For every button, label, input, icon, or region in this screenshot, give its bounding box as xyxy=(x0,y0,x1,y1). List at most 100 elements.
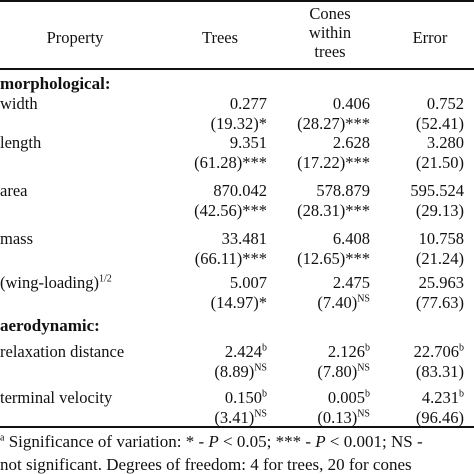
value-cones: 0.406 xyxy=(333,95,370,113)
value-error: 25.963 xyxy=(419,274,464,292)
footnote-text-b: < 0.05; *** - xyxy=(218,432,316,451)
pct-cones: (7.40)NS xyxy=(317,294,370,312)
value-trees: 0.277 xyxy=(230,95,267,113)
row-label: width xyxy=(0,95,38,113)
header-cones-line3: trees xyxy=(314,42,346,61)
pct-trees-sup: NS xyxy=(254,408,267,420)
value-cones-text: 0.005 xyxy=(327,388,365,407)
value-trees: 33.481 xyxy=(222,230,267,248)
value-error-text: 595.524 xyxy=(410,181,464,200)
value-trees: 0.150b xyxy=(225,389,267,407)
row-label-text: (wing-loading) xyxy=(0,273,99,292)
pct-error: (83.31) xyxy=(416,363,464,381)
pct-trees: (42.56)*** xyxy=(194,202,267,220)
row-label-text: width xyxy=(0,94,38,113)
pct-trees: (19.32)* xyxy=(211,115,267,133)
value-error: 595.524 xyxy=(410,182,464,200)
pct-error-text: (21.50) xyxy=(415,153,464,172)
top-rule xyxy=(0,0,474,2)
value-cones: 2.475 xyxy=(333,274,370,292)
value-cones: 2.126b xyxy=(328,343,370,361)
header-cones-line2: within xyxy=(308,23,352,42)
row-label-sup: 1/2 xyxy=(98,273,112,285)
value-trees-text: 2.424 xyxy=(224,342,262,361)
value-error: 22.706b xyxy=(414,343,464,361)
pct-trees-text: (66.11)*** xyxy=(194,249,267,268)
value-error-text: 4.231 xyxy=(421,388,459,407)
pct-cones-text: (7.80) xyxy=(317,362,358,381)
pct-cones-text: (7.40) xyxy=(317,293,358,312)
value-trees-text: 870.042 xyxy=(213,181,267,200)
row-label-text: length xyxy=(0,133,42,152)
value-error: 3.280 xyxy=(427,134,464,152)
row-label-text: area xyxy=(0,181,28,200)
footnote-line2: not significant. Degrees of freedom: 4 f… xyxy=(0,455,412,474)
value-trees-text: 9.351 xyxy=(229,133,267,152)
value-trees-text: 0.150 xyxy=(224,388,262,407)
row-label: (wing-loading)1/2 xyxy=(0,274,112,292)
value-error-text: 3.280 xyxy=(426,133,464,152)
pct-trees: (61.28)*** xyxy=(194,154,267,172)
row-label-text: mass xyxy=(0,229,33,248)
pct-cones-sup: NS xyxy=(357,293,370,305)
value-cones-sup: b xyxy=(365,388,370,400)
pct-cones: (28.31)*** xyxy=(297,202,370,220)
value-trees: 9.351 xyxy=(230,134,267,152)
value-trees: 2.424b xyxy=(225,343,267,361)
pct-trees-sup: NS xyxy=(254,362,267,374)
pct-trees: (66.11)*** xyxy=(195,250,267,268)
value-error-text: 0.752 xyxy=(426,94,464,113)
footnote-text-c: < 0.001; NS - xyxy=(325,432,423,451)
row-label: area xyxy=(0,182,27,200)
row-label: length xyxy=(0,134,41,152)
pct-error-text: (52.41) xyxy=(415,114,464,133)
value-trees: 870.042 xyxy=(213,182,267,200)
value-cones-text: 2.475 xyxy=(332,273,370,292)
row-label: relaxation distance xyxy=(0,343,124,361)
pct-trees-text: (8.89) xyxy=(214,362,255,381)
value-trees-text: 33.481 xyxy=(221,229,267,248)
header-rule xyxy=(0,68,474,70)
value-cones-sup: b xyxy=(365,342,370,354)
value-cones: 0.005b xyxy=(328,389,370,407)
pct-cones-text: (28.27)*** xyxy=(297,114,370,133)
pct-cones-text: (12.65)*** xyxy=(297,249,370,268)
pct-error: (21.24) xyxy=(416,250,464,268)
value-cones: 6.408 xyxy=(333,230,370,248)
footnote-line1: a Significance of variation: * - P < 0.0… xyxy=(0,432,423,451)
value-error-text: 25.963 xyxy=(418,273,464,292)
section-aerodynamic: aerodynamic: xyxy=(0,316,100,335)
value-trees-sup: b xyxy=(262,388,267,400)
row-label-text: relaxation distance xyxy=(0,342,125,361)
footnote-p2: P xyxy=(315,432,326,451)
pct-cones: (28.27)*** xyxy=(297,115,370,133)
row-label: terminal velocity xyxy=(0,389,112,407)
header-trees: Trees xyxy=(201,28,239,47)
section-morphological: morphological: xyxy=(0,74,111,93)
value-error: 4.231b xyxy=(422,389,464,407)
pct-error: (77.63) xyxy=(416,294,464,312)
value-trees-sup: b xyxy=(262,342,267,354)
pct-trees-text: (3.41) xyxy=(214,408,255,427)
value-cones-text: 6.408 xyxy=(332,229,370,248)
pct-cones: (12.65)*** xyxy=(297,250,370,268)
pct-cones: (17.22)*** xyxy=(297,154,370,172)
pct-cones-text: (17.22)*** xyxy=(297,153,370,172)
pct-trees-text: (61.28)*** xyxy=(194,153,267,172)
pct-trees: (3.41)NS xyxy=(214,409,267,427)
pct-error: (21.50) xyxy=(416,154,464,172)
pct-error: (29.13) xyxy=(416,202,464,220)
pct-cones: (0.13)NS xyxy=(317,409,370,427)
header-cones-within-trees: Cones within trees xyxy=(285,4,375,61)
pct-error-text: (96.46) xyxy=(415,408,464,427)
row-label: mass xyxy=(0,230,33,248)
pct-cones-text: (28.31)*** xyxy=(297,201,370,220)
value-trees-text: 5.007 xyxy=(229,273,267,292)
value-error: 10.758 xyxy=(419,230,464,248)
value-error-text: 10.758 xyxy=(418,229,464,248)
header-cones-line1: Cones xyxy=(309,4,351,23)
row-label-text: terminal velocity xyxy=(0,388,113,407)
pct-error: (96.46) xyxy=(416,409,464,427)
pct-error-text: (21.24) xyxy=(415,249,464,268)
header-property: Property xyxy=(46,28,104,47)
